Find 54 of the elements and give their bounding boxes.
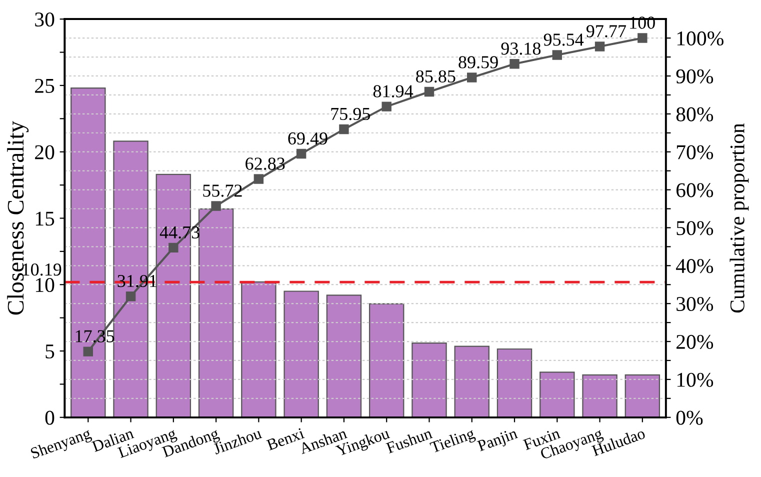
y2-tick-label: 100% [677,31,724,46]
bar [412,342,447,418]
point [339,124,349,134]
point [83,346,93,356]
x-tick-label: Panjin [476,428,520,455]
y2-tick-label: 40% [676,259,714,274]
bar [241,281,276,418]
bar [454,346,490,418]
y2-tick-label: 50% [676,221,714,236]
point [424,86,434,97]
point [296,148,306,159]
point [382,102,392,112]
y-tick-label: 10 [36,278,54,292]
y2-tick-label: 70% [676,145,714,160]
data-label: 93.18 [501,42,541,55]
bar [284,290,319,418]
y-tick-label: 20 [35,145,54,160]
data-label: 69.49 [288,132,328,145]
data-label: 97.77 [586,25,626,38]
point [638,33,648,43]
data-label: 85.85 [416,70,456,83]
data-label: 81.94 [373,85,414,98]
bar [326,294,362,418]
point [594,42,605,52]
y2-tick-label: 10% [677,372,714,387]
y2-tick-label: 60% [676,183,714,198]
data-label: 95.54 [544,34,584,46]
point [168,242,178,253]
y2-tick-label: 80% [676,107,714,122]
y-tick-label: 5 [46,344,54,358]
y-tick-label: 25 [35,78,54,93]
y2-tick-label: 90% [676,69,714,84]
y2-tick-label: 20% [676,334,714,350]
bar [540,372,575,418]
bar [368,303,404,418]
y-tick-label: 0 [45,410,54,425]
y2-tick-label: 30% [676,296,714,312]
y-tick-label: 30 [35,12,54,27]
point [552,50,562,60]
point [467,72,477,82]
ref-line-label: 10.19 [22,263,62,276]
bar [582,374,618,418]
y2-tick-label: 0% [676,410,703,425]
bar [624,374,660,418]
y-tick-label: 15 [36,212,54,226]
bar [496,348,532,418]
data-label: 62.83 [246,158,285,170]
point [126,291,136,302]
data-label: 89.59 [458,56,498,68]
point [211,201,221,211]
point [254,174,264,184]
data-label: 75.95 [331,108,370,120]
y2-axis-title: Cumulative proportion [730,123,749,313]
point [510,59,520,69]
